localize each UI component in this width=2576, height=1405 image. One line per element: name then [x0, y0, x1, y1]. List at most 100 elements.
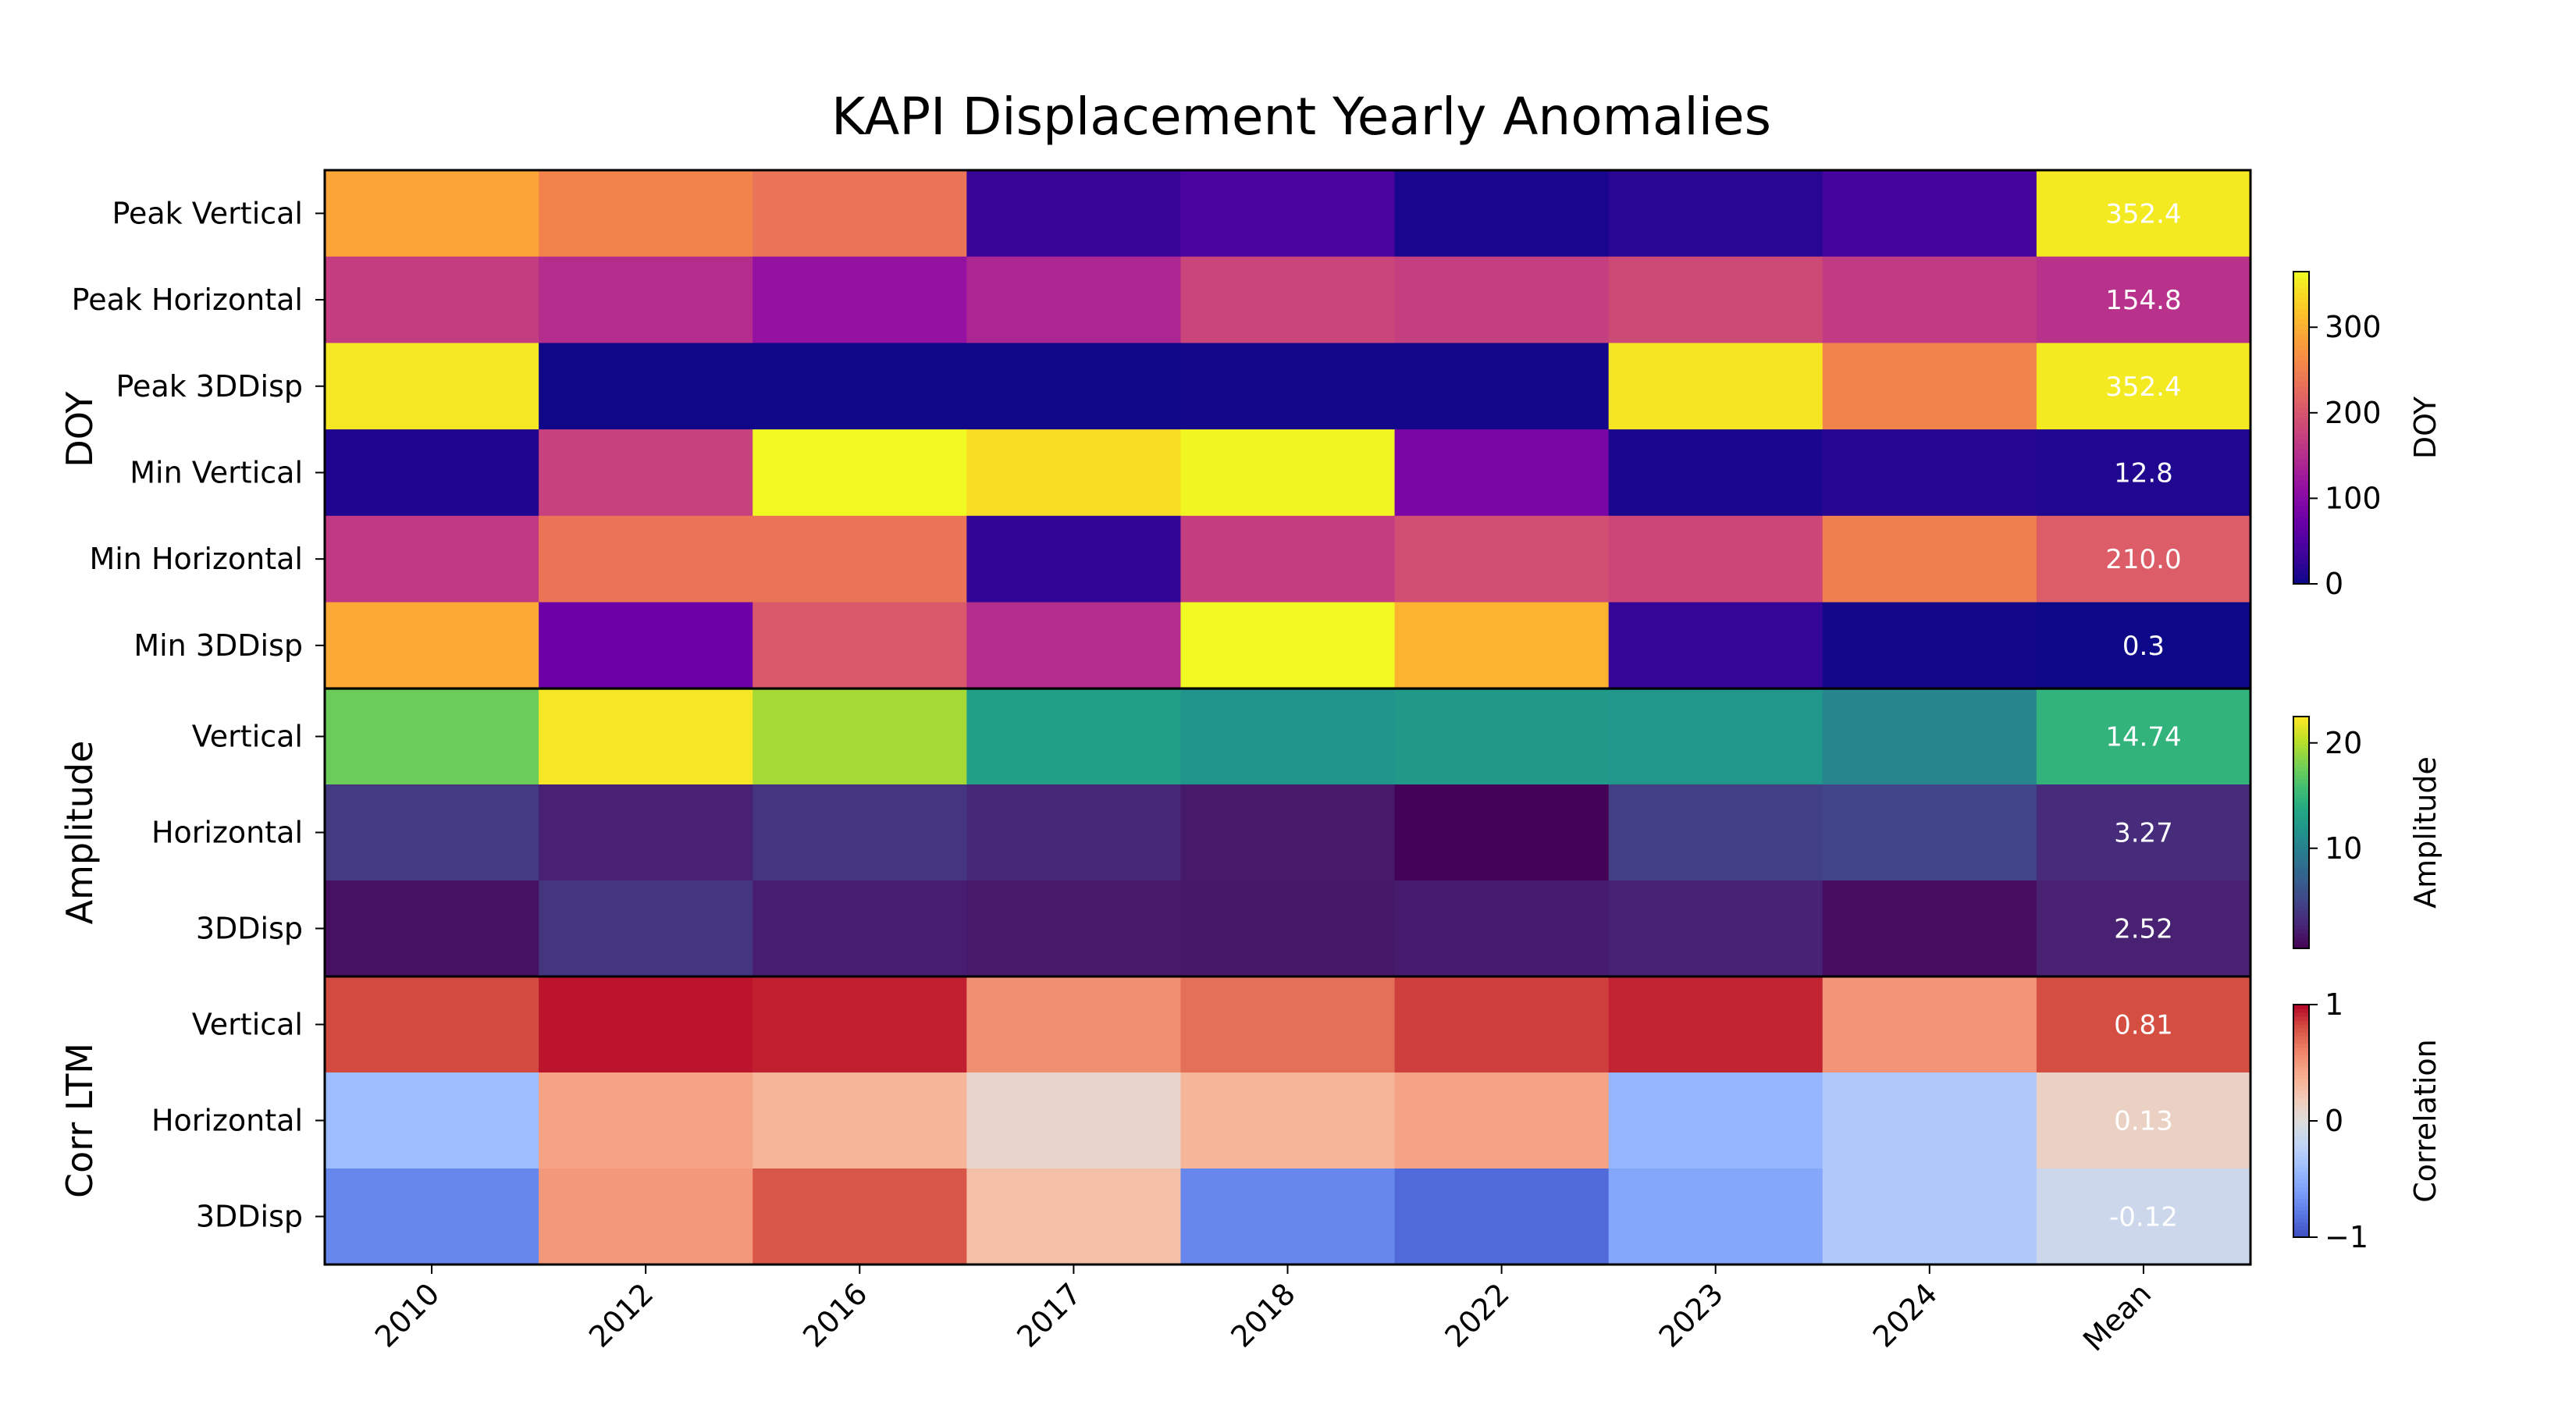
colorbar-segment: [2293, 836, 2309, 841]
colorbar-segment: [2293, 1147, 2309, 1153]
colorbar-segment: [2293, 1074, 2309, 1080]
colorbar-segment: [2293, 1186, 2309, 1192]
heatmap-cell: [1394, 429, 1610, 517]
colorbar-segment: [2293, 542, 2309, 549]
heatmap-cell: [753, 880, 967, 977]
colorbar-segment: [2293, 941, 2309, 945]
colorbar-segment: [2293, 1055, 2309, 1060]
colorbar-segment: [2293, 578, 2309, 585]
heatmap-cell: [539, 688, 753, 785]
heatmap-cell: [1608, 880, 1823, 977]
heatmap-cell: [1180, 880, 1396, 977]
colorbar-segment: [2293, 1109, 2309, 1114]
colorbar-segment: [2293, 1136, 2309, 1141]
colorbar-segment: [2293, 510, 2309, 518]
heatmap-cell: [1822, 976, 2037, 1073]
colorbar-segment: [2293, 731, 2309, 737]
heatmap-cell: [1822, 515, 2037, 603]
colorbar-segment: [2293, 816, 2309, 822]
colorbar-segment: [2293, 717, 2309, 721]
colorbar-segment: [2293, 774, 2309, 779]
heatmap-cell: [325, 688, 539, 785]
colorbar-segment: [2293, 1094, 2309, 1098]
colorbar-segment: [2293, 1086, 2309, 1091]
colorbar-segment: [2293, 727, 2309, 733]
colorbar-label: DOY: [2408, 396, 2443, 459]
colorbar-segment: [2293, 929, 2309, 934]
colorbar-segment: [2293, 407, 2309, 413]
colorbar-segment: [2293, 1101, 2309, 1106]
mean-value-label: 12.8: [2114, 457, 2173, 489]
heatmap-cell: [966, 256, 1182, 343]
colorbar-segment: [2293, 1058, 2309, 1064]
colorbar-segment: [2293, 1179, 2309, 1184]
colorbar-segment: [2293, 391, 2309, 397]
colorbar-segment: [2293, 412, 2309, 418]
heatmap-cell: [966, 515, 1182, 603]
colorbar-segment: [2293, 308, 2309, 315]
heatmap-cell: [539, 515, 753, 603]
mean-cell: [2036, 343, 2251, 430]
colorbar-segment: [2293, 782, 2309, 787]
chart-title: KAPI Displacement Yearly Anomalies: [831, 87, 1771, 147]
row-labels: Peak Vertical Peak Horizontal Peak 3DDisp M…: [72, 196, 325, 1234]
heatmap-cell: [539, 170, 753, 258]
colorbar-segment: [2293, 1113, 2309, 1118]
colorbar-tick-label: 0: [2325, 567, 2343, 601]
colorbar-segment: [2293, 1198, 2309, 1204]
mean-cell: [2036, 429, 2251, 517]
heatmap-cell: [1608, 1168, 1823, 1265]
heatmap-cell: [1394, 784, 1610, 881]
colorbar-segment: [2293, 292, 2309, 299]
colorbar-segment: [2293, 313, 2309, 319]
colorbar-tick-label: 200: [2325, 396, 2382, 430]
colorbar-segment: [2293, 350, 2309, 356]
heatmap-cell: [1394, 1072, 1610, 1169]
colorbar-segment: [2293, 1225, 2309, 1230]
heatmap-cell: [1180, 170, 1396, 258]
heatmap-cell: [539, 1168, 753, 1265]
colorbar-segment: [2293, 1023, 2309, 1029]
colorbar-segment: [2293, 805, 2309, 810]
colorbar-segment: [2293, 464, 2309, 471]
colorbar-segment: [2293, 778, 2309, 783]
colorbar-tick-label: −1: [2325, 1220, 2368, 1254]
colorbar-tick-label: 300: [2325, 310, 2382, 344]
heatmap-cell: [1822, 880, 2037, 977]
colorbar-segment: [2293, 323, 2309, 330]
colorbar-label: Correlation: [2408, 1039, 2443, 1203]
heatmap-cell: [753, 343, 967, 430]
heatmap-cell: [1180, 602, 1396, 689]
colorbar-segment: [2293, 381, 2309, 387]
colorbar-segment: [2293, 863, 2309, 868]
colorbar-segment: [2293, 287, 2309, 293]
colorbar-segment: [2293, 1206, 2309, 1211]
colorbar-segment: [2293, 925, 2309, 930]
heatmap-cell: [1822, 429, 2037, 517]
heatmap-cell: [1822, 343, 2037, 430]
heatmap-cell: [966, 429, 1182, 517]
heatmap-cell: [1180, 688, 1396, 785]
colorbar-segment: [2293, 1144, 2309, 1149]
colorbar-segment: [2293, 813, 2309, 818]
colorbar-segment: [2293, 809, 2309, 814]
mean-cell: [2036, 602, 2251, 689]
colorbar-segment: [2293, 417, 2309, 424]
heatmap-cell: [1180, 256, 1396, 343]
heatmap-cell: [325, 515, 539, 603]
colorbar-segment: [2293, 401, 2309, 408]
colorbar-segment: [2293, 1140, 2309, 1145]
colorbar-segment: [2293, 282, 2309, 288]
colorbar-segment: [2293, 1155, 2309, 1161]
heatmap-cell: [325, 1168, 539, 1265]
colorbar-segment: [2293, 921, 2309, 927]
row-label: Vertical: [192, 1008, 303, 1042]
heatmap-cell: [1608, 784, 1823, 881]
mean-cell: [2036, 1072, 2251, 1169]
heatmap-cell: [325, 880, 539, 977]
colorbar-frame: [2293, 271, 2310, 585]
colorbar-segment: [2293, 751, 2309, 756]
heatmap-cell: [1608, 429, 1823, 517]
row-label: Peak Vertical: [112, 196, 303, 230]
mean-value-label: 154.8: [2105, 285, 2181, 316]
